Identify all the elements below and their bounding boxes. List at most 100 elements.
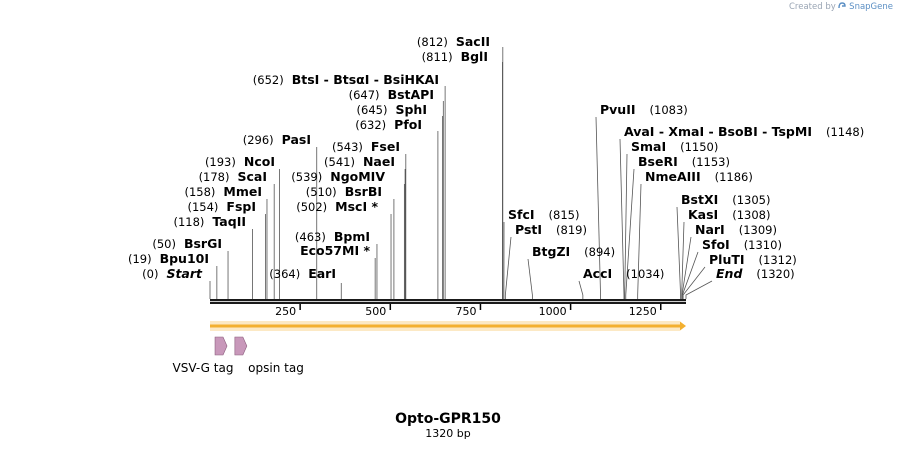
site-name: NmeAIII <box>645 169 701 184</box>
map-length: 1320 bp <box>425 427 470 440</box>
site-label: NmeAIII (1186) <box>645 169 753 184</box>
site-leader-line <box>619 138 625 299</box>
credit-prefix: Created by <box>788 2 836 12</box>
site-position: (118) <box>173 215 204 229</box>
site-label: BseRI (1153) <box>638 154 730 169</box>
site-name: BseRI <box>638 154 678 169</box>
site-name: NarI <box>695 222 725 237</box>
site-position: (543) <box>332 140 363 154</box>
snapgene-logo-icon <box>838 2 849 12</box>
ruler-tick-label: 750 <box>455 305 476 318</box>
site-position: (819) <box>556 223 587 237</box>
site-name: SfcI <box>508 207 535 222</box>
site-position: (296) <box>243 133 274 147</box>
site-position: (463) <box>295 230 326 244</box>
site-position: (1305) <box>732 193 770 207</box>
site-label: FspI (154) <box>187 199 256 214</box>
site-label: NcoI (193) <box>205 154 275 169</box>
site-label: SphI (645) <box>357 102 427 117</box>
site-name: NaeI <box>363 154 395 169</box>
orf-layer <box>210 321 686 331</box>
site-position: (645) <box>357 103 388 117</box>
site-name: EarI <box>308 266 336 281</box>
feature-arrow <box>234 336 248 356</box>
site-name: BstXI <box>681 192 718 207</box>
ruler: 250 500 750 1000 1250 <box>275 304 662 318</box>
orf-arrowhead <box>680 321 686 331</box>
site-name: PluTI <box>709 252 745 267</box>
site-label: BpmI (463) <box>295 229 370 244</box>
site-position: (1034) <box>626 267 664 281</box>
site-name: AvaI - XmaI - BsoBI - TspMI <box>624 124 812 139</box>
site-leader-line <box>624 153 628 299</box>
site-label: ScaI (178) <box>199 169 267 184</box>
site-name: BglI <box>461 49 488 64</box>
site-position: (647) <box>349 88 380 102</box>
credit-brand: SnapGene <box>849 2 893 12</box>
site-name: SacII <box>456 34 490 49</box>
site-position: (1083) <box>650 103 688 117</box>
sequence-backbone <box>210 299 686 304</box>
site-position: (1186) <box>715 170 753 184</box>
snapgene-credit: Created by SnapGene <box>789 2 893 12</box>
site-name: KasI <box>688 207 718 222</box>
site-position: (1150) <box>680 140 718 154</box>
site-name: FspI <box>226 199 256 214</box>
site-label: BtsI - BtsαI - BsiHKAI (652) <box>253 72 439 87</box>
site-name: Eco57MI * <box>300 243 370 258</box>
site-leader-line <box>504 236 512 299</box>
site-position: (158) <box>184 185 215 199</box>
site-name: BtgZI <box>532 244 570 259</box>
site-label: SacII (812) <box>417 34 490 49</box>
site-position: (50) <box>152 237 176 251</box>
site-label: BstXI (1305) <box>681 192 770 207</box>
site-label: MmeI (158) <box>184 184 262 199</box>
site-label: PasI (296) <box>243 132 311 147</box>
site-label: PvuII (1083) <box>600 102 688 117</box>
site-name: PstI <box>515 222 542 237</box>
site-position: (178) <box>199 170 230 184</box>
site-leader-line <box>681 251 699 299</box>
features: VSV-G tag opsin tag <box>173 336 304 375</box>
site-label: PluTI (1312) <box>709 252 797 267</box>
site-leader-line <box>682 266 706 299</box>
site-label: AccI (1034) <box>583 266 664 281</box>
site-label: NaeI (541) <box>324 154 395 169</box>
site-label: SfcI (815) <box>508 207 579 222</box>
site-name: SphI <box>395 102 427 117</box>
site-name: MscI * <box>335 199 378 214</box>
site-label: EarI (364) <box>269 266 336 281</box>
site-label: KasI (1308) <box>688 207 770 222</box>
site-name: BpmI <box>334 229 370 244</box>
site-label: Bpu10I (19) <box>128 251 209 266</box>
site-position: (811) <box>422 50 453 64</box>
site-position: (19) <box>128 252 152 266</box>
site-name: BsrBI <box>345 184 382 199</box>
site-label: AvaI - XmaI - BsoBI - TspMI (1148) <box>624 124 864 139</box>
site-name: End <box>716 266 743 281</box>
site-position: (1153) <box>692 155 730 169</box>
site-lines <box>209 47 713 299</box>
site-label: NgoMIV (539) <box>291 169 385 184</box>
site-name: MmeI <box>223 184 262 199</box>
site-label: SfoI (1310) <box>702 237 782 252</box>
site-label: Eco57MI * <box>300 243 370 258</box>
map-title: Opto-GPR150 <box>395 411 501 427</box>
site-label: SmaI (1150) <box>631 139 718 154</box>
site-label: BtgZI (894) <box>532 244 615 259</box>
site-label: Start (0) <box>142 266 203 281</box>
site-position: (154) <box>187 200 218 214</box>
site-name: BstAPI <box>388 87 434 102</box>
site-position: (815) <box>549 208 580 222</box>
site-position: (1148) <box>826 125 864 139</box>
site-labels: Start(0)Bpu10I(19)BsrGI(50)TaqII(118)Fsp… <box>128 34 864 281</box>
site-position: (1308) <box>732 208 770 222</box>
site-leader-line <box>637 183 642 299</box>
site-position: (364) <box>269 267 300 281</box>
site-leader-line <box>578 280 584 299</box>
site-label: MscI * (502) <box>296 199 378 214</box>
site-position: (1310) <box>744 238 782 252</box>
ruler-tick-label: 250 <box>275 305 296 318</box>
feature-arrow <box>214 336 228 356</box>
